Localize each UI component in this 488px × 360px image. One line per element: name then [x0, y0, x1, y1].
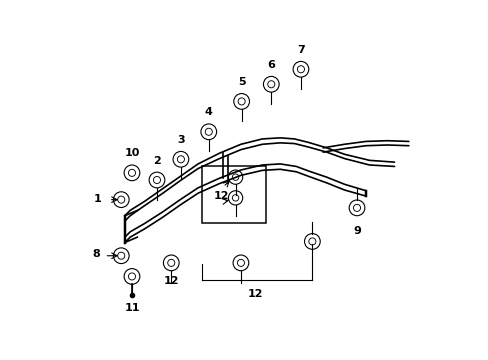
- Text: 11: 11: [124, 303, 140, 313]
- Text: 5: 5: [237, 77, 245, 87]
- Text: 12: 12: [247, 289, 263, 299]
- Text: 12: 12: [163, 276, 179, 287]
- Text: 4: 4: [204, 108, 212, 117]
- Text: 12: 12: [214, 191, 229, 201]
- Text: 2: 2: [153, 156, 161, 166]
- Text: 7: 7: [296, 45, 304, 55]
- Bar: [201, 166, 265, 223]
- Text: 1: 1: [94, 194, 102, 203]
- Text: 8: 8: [92, 249, 100, 259]
- Text: 3: 3: [177, 135, 184, 145]
- Text: 10: 10: [124, 148, 140, 158]
- Text: 6: 6: [267, 60, 275, 70]
- Text: 9: 9: [352, 226, 360, 237]
